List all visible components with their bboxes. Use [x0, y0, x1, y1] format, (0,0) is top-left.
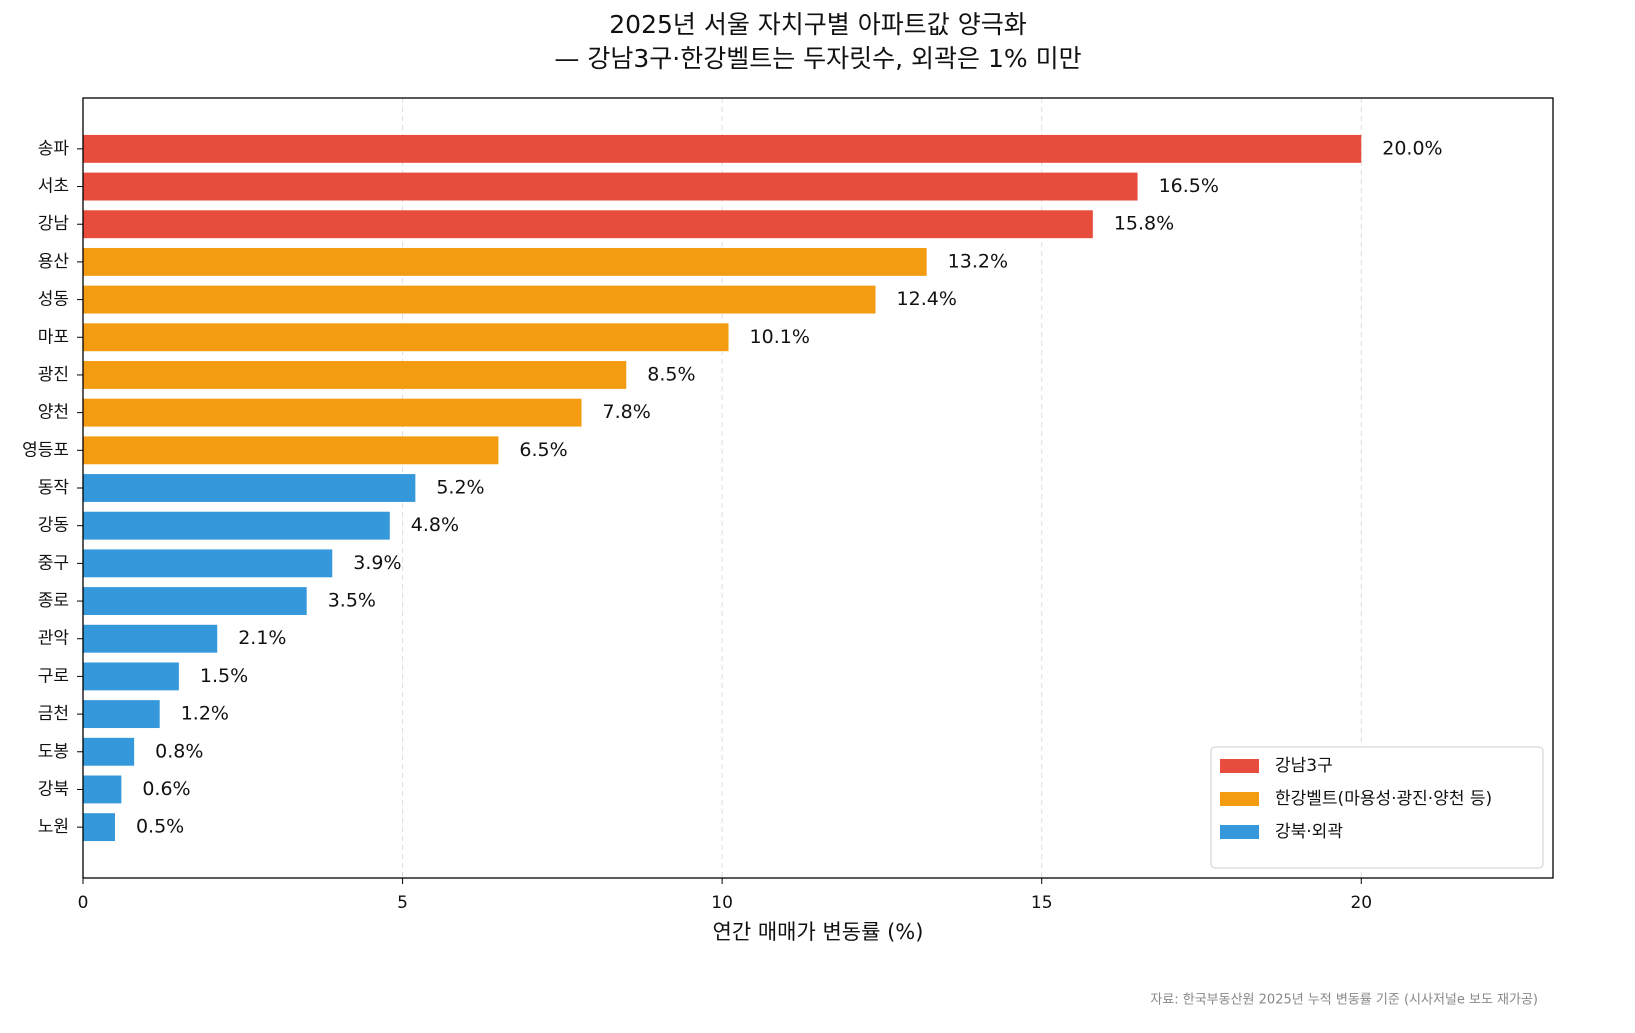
value-label: 1.5% [200, 665, 248, 687]
y-tick-label: 금천 [38, 704, 69, 724]
y-tick-label: 광진 [38, 365, 69, 385]
bar [83, 172, 1138, 201]
y-tick-label: 강남 [38, 214, 70, 234]
legend-swatch [1220, 792, 1259, 806]
legend-label: 강남3구 [1275, 756, 1333, 776]
y-tick-label: 송파 [38, 139, 70, 159]
y-tick-label: 영등포 [22, 440, 69, 460]
bar [83, 398, 582, 427]
bar [83, 624, 218, 653]
value-label: 3.5% [328, 590, 376, 612]
value-label: 16.5% [1159, 175, 1219, 197]
value-label: 6.5% [519, 439, 567, 461]
bar [83, 285, 876, 314]
y-tick-label: 서초 [38, 177, 69, 197]
y-tick-label: 성동 [38, 290, 69, 310]
bar [83, 134, 1362, 163]
bar [83, 700, 160, 729]
value-label: 2.1% [238, 627, 286, 649]
legend-swatch [1220, 759, 1259, 773]
plot-frame [82, 97, 1554, 879]
y-tick-label: 동작 [38, 478, 70, 498]
bar [83, 361, 627, 389]
x-tick-label: 15 [1031, 893, 1053, 913]
value-label: 8.5% [647, 363, 695, 385]
y-tick-label: 관악 [38, 629, 70, 649]
bar [83, 247, 927, 276]
x-tick-label: 5 [397, 893, 408, 913]
y-tick-label: 강북 [38, 779, 69, 799]
chart-subtitle: — 강남3구·한강벨트는 두자릿수, 외곽은 1% 미만 [554, 44, 1081, 73]
x-tick-label: 10 [711, 893, 733, 913]
legend-swatch [1220, 825, 1259, 839]
bar [83, 775, 122, 804]
y-tick-label: 용산 [38, 252, 70, 272]
value-label: 12.4% [897, 288, 957, 310]
value-label: 13.2% [948, 250, 1008, 272]
legend-label: 강북·외곽 [1275, 822, 1343, 842]
value-label: 0.6% [142, 778, 190, 800]
value-label: 0.5% [136, 816, 184, 838]
bar [83, 323, 729, 352]
bar [83, 737, 135, 766]
bar [83, 511, 390, 540]
y-tick-label: 마포 [38, 327, 69, 347]
bar [83, 474, 416, 502]
chart-title: 2025년 서울 자치구별 아파트값 양극화 [609, 10, 1026, 39]
legend-box [1210, 746, 1544, 869]
value-label: 5.2% [436, 477, 484, 499]
bar [83, 587, 307, 615]
bar [83, 549, 333, 578]
bar [83, 436, 499, 465]
value-label: 4.8% [411, 514, 459, 536]
bar [83, 813, 115, 842]
x-tick-label: 20 [1350, 893, 1372, 913]
value-label: 10.1% [750, 326, 810, 348]
value-label: 1.2% [181, 703, 229, 725]
bar [83, 662, 179, 691]
y-tick-label: 강동 [38, 516, 69, 536]
y-tick-label: 중구 [38, 553, 69, 573]
legend-label: 한강벨트(마용성·광진·양천 등) [1275, 789, 1492, 809]
y-tick-label: 도봉 [38, 742, 69, 762]
y-tick-label: 양천 [38, 403, 69, 423]
y-tick-label: 구로 [38, 666, 69, 686]
value-label: 7.8% [603, 401, 651, 423]
x-axis-label: 연간 매매가 변동률 (%) [713, 920, 924, 944]
y-tick-label: 종로 [38, 591, 69, 611]
x-tick-label: 0 [78, 893, 89, 913]
value-label: 3.9% [353, 552, 401, 574]
y-tick-label: 노원 [38, 817, 69, 837]
value-label: 0.8% [155, 740, 203, 762]
value-label: 20.0% [1382, 137, 1442, 159]
bar [83, 210, 1093, 239]
value-label: 15.8% [1114, 213, 1174, 235]
source-note: 자료: 한국부동산원 2025년 누적 변동률 기준 (시사저널e 보도 재가공… [1150, 993, 1538, 1008]
